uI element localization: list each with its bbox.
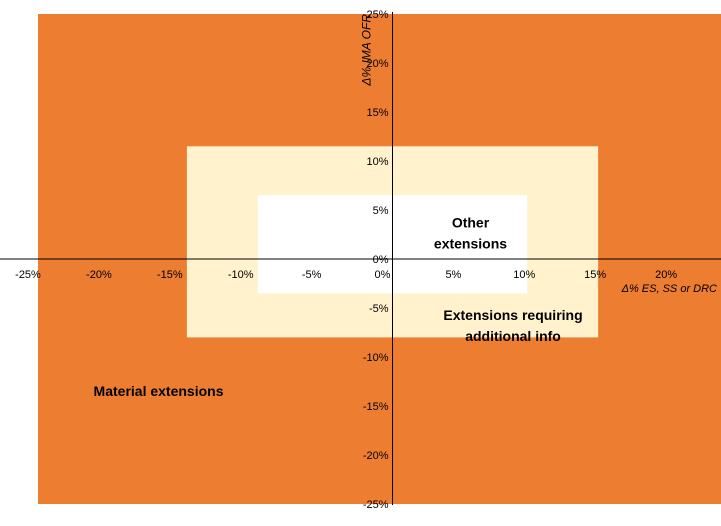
x-tick-label: -20% bbox=[86, 269, 112, 281]
y-tick-label: 0% bbox=[373, 254, 389, 266]
zone-label: Material extensions bbox=[94, 383, 224, 399]
x-tick-label: -15% bbox=[157, 269, 183, 281]
zone-label: Extensions requiring bbox=[443, 307, 582, 323]
y-tick-label: 10% bbox=[366, 156, 388, 168]
zone-labels: Material extensions Extensions requiring a… bbox=[94, 215, 583, 400]
y-tick-label: 20% bbox=[366, 58, 388, 70]
zone-label: Other bbox=[452, 215, 490, 231]
y-tick-label: -20% bbox=[363, 450, 389, 462]
y-axis-label: Δ% IMA OFR bbox=[360, 14, 374, 87]
y-tick-label: 15% bbox=[366, 107, 388, 119]
y-tick-label: -5% bbox=[369, 303, 389, 315]
y-tick-label: -25% bbox=[363, 499, 389, 511]
x-tick-label: 10% bbox=[513, 269, 535, 281]
x-tick-label: 20% bbox=[655, 269, 677, 281]
y-tick-label: 5% bbox=[373, 205, 389, 217]
y-tick-label: -10% bbox=[363, 352, 389, 364]
x-tick-label: 5% bbox=[445, 269, 461, 281]
zone-label: extensions bbox=[434, 236, 507, 252]
x-tick-label: -5% bbox=[302, 269, 322, 281]
y-tick-label: 25% bbox=[366, 9, 388, 21]
x-axis-label: Δ% ES, SS or DRC bbox=[621, 283, 717, 295]
x-tick-labels: -25%-20%-15%-10%-5%0%5%10%15%20%25% bbox=[15, 269, 677, 281]
x-tick-label: 0% bbox=[375, 269, 391, 281]
x-tick-label: -10% bbox=[228, 269, 254, 281]
x-tick-label: 15% bbox=[584, 269, 606, 281]
y-tick-label: -15% bbox=[363, 401, 389, 413]
y-tick-labels: 25% 20% 15% 10% 5% 0% -5% -10% -15% -20% -25% bbox=[363, 9, 389, 511]
axes-layer bbox=[0, 12, 721, 505]
zone-label: additional info bbox=[465, 328, 561, 344]
x-tick-label: -25% bbox=[15, 269, 41, 281]
